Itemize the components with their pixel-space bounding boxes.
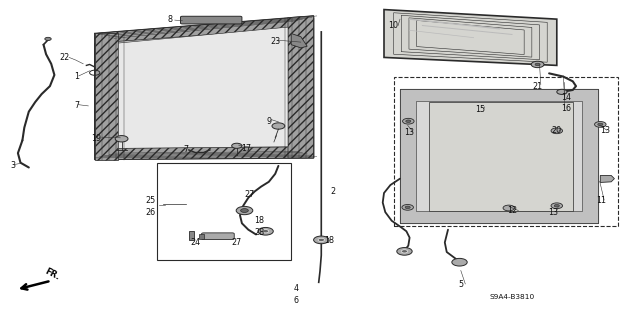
Text: 22: 22: [59, 53, 69, 62]
Text: 3: 3: [10, 161, 15, 170]
Text: 19: 19: [91, 134, 101, 143]
Text: 27: 27: [244, 190, 255, 199]
Text: 21: 21: [532, 82, 543, 91]
Circle shape: [531, 61, 544, 68]
Text: 10: 10: [388, 21, 399, 30]
Polygon shape: [400, 89, 598, 223]
Polygon shape: [95, 33, 118, 160]
FancyBboxPatch shape: [202, 233, 234, 240]
Text: 18: 18: [324, 236, 335, 245]
Bar: [189, 231, 194, 240]
Text: 28: 28: [254, 228, 264, 237]
Text: 13: 13: [600, 126, 610, 135]
Polygon shape: [600, 175, 614, 182]
Polygon shape: [288, 16, 314, 158]
Text: 13: 13: [404, 128, 415, 137]
Circle shape: [314, 236, 329, 244]
Circle shape: [557, 89, 567, 94]
Circle shape: [479, 105, 488, 109]
Circle shape: [503, 205, 515, 211]
Polygon shape: [429, 102, 573, 211]
Text: 4: 4: [293, 284, 298, 293]
Circle shape: [401, 250, 408, 253]
Bar: [199, 234, 204, 239]
Text: 15: 15: [475, 105, 485, 114]
Text: 27: 27: [232, 238, 242, 247]
Text: 25: 25: [145, 197, 156, 205]
Circle shape: [452, 258, 467, 266]
Text: 26: 26: [145, 208, 156, 217]
Text: 17: 17: [241, 144, 252, 153]
Text: 5: 5: [458, 280, 463, 289]
Text: 12: 12: [507, 206, 517, 215]
Circle shape: [115, 136, 128, 142]
Text: 14: 14: [561, 93, 572, 102]
Text: 11: 11: [596, 197, 607, 205]
Circle shape: [397, 248, 412, 255]
Circle shape: [272, 123, 285, 129]
Circle shape: [402, 204, 413, 210]
FancyBboxPatch shape: [180, 16, 242, 24]
Circle shape: [598, 123, 603, 126]
Circle shape: [551, 128, 563, 134]
Circle shape: [551, 203, 563, 209]
Bar: [157, 163, 291, 260]
Text: 6: 6: [293, 296, 298, 305]
Circle shape: [236, 206, 253, 215]
Text: 24: 24: [190, 238, 200, 247]
Polygon shape: [431, 112, 568, 200]
Circle shape: [403, 118, 414, 124]
Polygon shape: [118, 27, 288, 148]
Text: 23: 23: [270, 37, 280, 46]
Circle shape: [405, 206, 410, 209]
Circle shape: [258, 227, 273, 235]
Circle shape: [318, 238, 324, 241]
Circle shape: [406, 120, 411, 122]
Text: 18: 18: [254, 216, 264, 225]
Text: 20: 20: [552, 126, 562, 135]
Text: S9A4-B3810: S9A4-B3810: [490, 294, 534, 300]
Polygon shape: [384, 10, 557, 65]
Text: 9: 9: [266, 117, 271, 126]
Text: 16: 16: [561, 104, 572, 113]
Text: 13: 13: [548, 208, 559, 217]
Polygon shape: [95, 147, 314, 160]
Text: 7: 7: [183, 145, 188, 154]
Text: FR.: FR.: [44, 266, 61, 281]
Text: 7: 7: [74, 101, 79, 110]
Bar: [394, 77, 618, 226]
Polygon shape: [416, 101, 582, 211]
Text: 8: 8: [167, 15, 172, 24]
Circle shape: [595, 122, 606, 127]
Polygon shape: [95, 16, 314, 43]
Circle shape: [262, 230, 269, 233]
Circle shape: [45, 37, 51, 41]
Polygon shape: [291, 33, 307, 48]
Text: 1: 1: [74, 72, 79, 81]
Circle shape: [554, 204, 559, 207]
Circle shape: [535, 63, 540, 66]
Circle shape: [232, 143, 242, 148]
Text: 2: 2: [330, 187, 335, 196]
Polygon shape: [400, 89, 598, 223]
Polygon shape: [95, 16, 314, 160]
Circle shape: [241, 209, 248, 212]
